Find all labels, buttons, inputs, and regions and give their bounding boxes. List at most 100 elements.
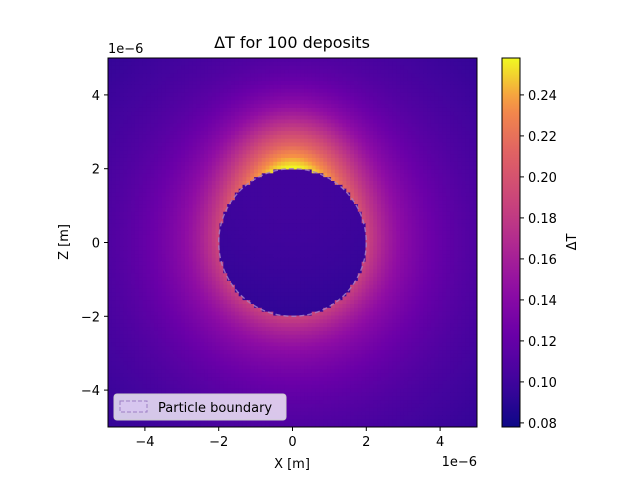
heatmap-cell xyxy=(446,119,451,124)
heatmap-cell xyxy=(469,81,474,86)
heatmap-cell xyxy=(261,150,267,155)
heatmap-cell xyxy=(138,200,144,205)
heatmap-cell xyxy=(261,123,267,128)
heatmap-cell xyxy=(207,134,213,140)
heatmap-cell xyxy=(373,204,378,209)
heatmap-cell xyxy=(254,81,259,86)
heatmap-cell xyxy=(461,227,467,232)
heatmap-cell xyxy=(131,234,136,240)
heatmap-cell xyxy=(188,207,194,213)
heatmap-cell xyxy=(150,177,155,182)
heatmap-cell xyxy=(384,127,390,132)
heatmap-cell xyxy=(346,242,351,247)
heatmap-cell xyxy=(138,65,144,71)
heatmap-cell xyxy=(131,204,136,209)
heatmap-cell xyxy=(323,246,328,251)
heatmap-cell xyxy=(334,154,340,159)
heatmap-cell xyxy=(184,184,190,190)
heatmap-cell xyxy=(465,246,470,251)
heatmap-cell xyxy=(277,84,282,90)
heatmap-cell xyxy=(127,238,132,244)
heatmap-cell xyxy=(257,230,263,236)
heatmap-cell xyxy=(150,223,155,228)
heatmap-cell xyxy=(280,254,286,259)
heatmap-cell xyxy=(273,73,278,78)
heatmap-cell xyxy=(423,188,428,194)
heatmap-cell xyxy=(169,104,174,109)
heatmap-cell xyxy=(150,65,155,71)
heatmap-cell xyxy=(111,215,117,221)
heatmap-cell xyxy=(392,192,397,197)
heatmap-cell xyxy=(400,69,405,74)
heatmap-cell xyxy=(465,154,470,159)
heatmap-cell xyxy=(115,119,121,124)
heatmap-cell xyxy=(304,184,309,190)
heatmap-cell xyxy=(342,242,347,247)
heatmap-cell xyxy=(361,127,367,132)
heatmap-cell xyxy=(469,230,474,236)
heatmap-cell xyxy=(384,58,390,63)
heatmap-cell xyxy=(430,92,436,98)
heatmap-cell xyxy=(111,230,117,236)
heatmap-cell xyxy=(427,73,432,78)
heatmap-cell xyxy=(377,138,382,144)
heatmap-cell xyxy=(196,165,201,171)
heatmap-cell xyxy=(427,161,432,167)
heatmap-cell xyxy=(323,157,328,163)
heatmap-cell xyxy=(227,223,232,228)
heatmap-cell xyxy=(369,58,374,63)
heatmap-cell xyxy=(231,219,236,224)
heatmap-cell xyxy=(338,69,344,74)
heatmap-cell xyxy=(334,81,340,86)
heatmap-cell xyxy=(415,234,420,240)
heatmap-cell xyxy=(415,81,420,86)
heatmap-cell xyxy=(323,61,328,67)
heatmap-cell xyxy=(296,150,301,155)
heatmap-cell xyxy=(415,223,420,228)
heatmap-cell xyxy=(369,211,374,217)
heatmap-cell xyxy=(257,188,263,194)
heatmap-cell xyxy=(465,165,470,171)
heatmap-cell xyxy=(377,111,382,117)
heatmap-cell xyxy=(403,134,409,140)
heatmap-cell xyxy=(188,96,194,101)
heatmap-cell xyxy=(119,200,124,205)
heatmap-cell xyxy=(188,154,194,159)
heatmap-cell xyxy=(127,84,132,90)
heatmap-cell xyxy=(469,192,474,197)
heatmap-cell xyxy=(238,204,244,209)
heatmap-cell xyxy=(177,142,182,147)
heatmap-cell xyxy=(219,254,224,259)
heatmap-cell xyxy=(138,115,144,121)
heatmap-cell xyxy=(473,134,477,140)
heatmap-cell xyxy=(146,134,151,140)
heatmap-cell xyxy=(181,134,186,140)
heatmap-cell xyxy=(450,146,455,151)
heatmap-cell xyxy=(123,184,128,190)
heatmap-cell xyxy=(450,61,455,67)
heatmap-cell xyxy=(415,134,420,140)
heatmap-cell xyxy=(227,119,232,124)
heatmap-cell xyxy=(473,69,477,74)
heatmap-cell xyxy=(161,119,167,124)
heatmap-cell xyxy=(196,196,201,201)
heatmap-cell xyxy=(238,104,244,109)
heatmap-cell xyxy=(307,111,313,117)
heatmap-cell xyxy=(330,104,336,109)
heatmap-cell xyxy=(254,88,259,94)
heatmap-cell xyxy=(177,138,182,144)
heatmap-cell xyxy=(254,200,259,205)
heatmap-cell xyxy=(119,142,124,147)
heatmap-cell xyxy=(261,154,267,159)
heatmap-cell xyxy=(177,188,182,194)
heatmap-cell xyxy=(273,65,278,71)
heatmap-cell xyxy=(442,123,447,128)
heatmap-cell xyxy=(269,119,274,124)
heatmap-cell xyxy=(284,58,290,63)
heatmap-cell xyxy=(257,100,263,105)
heatmap-cell xyxy=(157,127,163,132)
heatmap-cell xyxy=(473,65,477,71)
heatmap-cell xyxy=(231,246,236,251)
heatmap-cell xyxy=(354,123,359,128)
heatmap-cell xyxy=(165,200,171,205)
